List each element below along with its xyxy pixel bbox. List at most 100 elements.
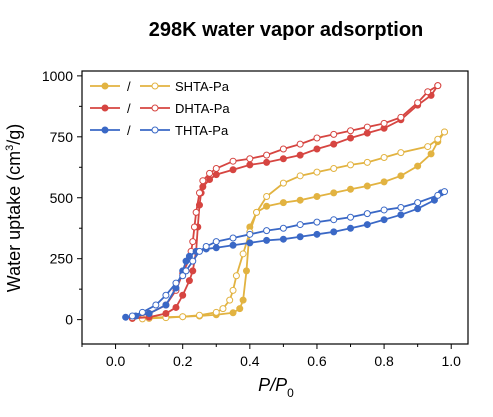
adsorption-point bbox=[296, 233, 304, 241]
adsorption-point bbox=[263, 236, 271, 244]
desorption-point bbox=[212, 308, 220, 316]
desorption-point bbox=[296, 172, 304, 180]
adsorption-point bbox=[279, 235, 287, 243]
desorption-point bbox=[206, 169, 214, 177]
desorption-point bbox=[195, 311, 203, 319]
adsorption-point bbox=[179, 291, 187, 299]
desorption-line bbox=[132, 190, 445, 317]
desorption-point bbox=[279, 224, 287, 232]
desorption-point bbox=[195, 247, 203, 255]
adsorption-line bbox=[125, 192, 442, 319]
y-tick-label: 500 bbox=[50, 190, 74, 206]
legend-item-dhta-pa: / DHTA-Pa bbox=[90, 101, 230, 116]
adsorption-point bbox=[430, 196, 438, 204]
legend-desorption-marker bbox=[151, 104, 159, 112]
series-layer bbox=[122, 82, 449, 323]
desorption-point bbox=[152, 301, 160, 309]
adsorption-point bbox=[172, 303, 180, 311]
adsorption-point bbox=[185, 252, 193, 260]
desorption-point bbox=[239, 250, 247, 258]
y-axis-label: Water uptake (cm3/g) bbox=[4, 124, 24, 293]
desorption-point bbox=[195, 189, 203, 197]
series-thta-pa bbox=[122, 188, 449, 321]
desorption-point bbox=[397, 113, 405, 121]
desorption-point bbox=[232, 272, 240, 280]
legend-adsorption-marker bbox=[101, 104, 109, 112]
adsorption-point bbox=[313, 145, 321, 153]
desorption-point bbox=[397, 149, 405, 157]
adsorption-point bbox=[206, 175, 214, 183]
adsorption-point bbox=[380, 216, 388, 224]
adsorption-point bbox=[229, 309, 237, 317]
legend-adsorption-marker bbox=[101, 126, 109, 134]
adsorption-point bbox=[397, 172, 405, 180]
legend-separator: / bbox=[127, 123, 131, 138]
adsorption-point bbox=[189, 267, 197, 275]
desorption-point bbox=[189, 257, 197, 265]
y-tick-label: 250 bbox=[50, 251, 74, 267]
desorption-point bbox=[441, 128, 449, 136]
desorption-point bbox=[296, 140, 304, 148]
chart-title: 298K water vapor adsorption bbox=[149, 19, 424, 41]
desorption-point bbox=[190, 223, 198, 231]
desorption-point bbox=[226, 296, 234, 304]
desorption-point bbox=[199, 177, 207, 185]
desorption-point bbox=[424, 88, 432, 96]
desorption-point bbox=[212, 165, 220, 172]
legend-adsorption-marker bbox=[101, 82, 109, 90]
x-axis-label-subscript: 0 bbox=[287, 386, 294, 400]
desorption-point bbox=[172, 279, 180, 287]
legend: / SHTA-Pa / DHTA-Pa / THTA-Pa bbox=[90, 79, 230, 138]
x-tick-label: 0.6 bbox=[307, 353, 327, 369]
desorption-point bbox=[192, 208, 200, 216]
adsorption-point bbox=[347, 185, 355, 193]
adsorption-point bbox=[122, 313, 130, 321]
adsorption-point bbox=[414, 205, 422, 213]
desorption-point bbox=[296, 221, 304, 229]
desorption-point bbox=[279, 179, 287, 187]
legend-desorption-marker bbox=[151, 126, 159, 134]
desorption-point bbox=[434, 135, 442, 143]
x-tick-label: 0.8 bbox=[374, 353, 394, 369]
adsorption-point bbox=[279, 155, 287, 163]
adsorption-point bbox=[330, 140, 338, 148]
desorption-point bbox=[313, 218, 321, 226]
desorption-point bbox=[212, 238, 220, 246]
adsorption-point bbox=[296, 196, 304, 204]
desorption-point bbox=[179, 272, 187, 280]
adsorption-point bbox=[236, 305, 244, 313]
adsorption-point bbox=[347, 134, 355, 142]
desorption-point bbox=[229, 157, 237, 165]
desorption-point bbox=[380, 206, 388, 214]
x-tick-label: 0.4 bbox=[240, 353, 260, 369]
adsorption-point bbox=[162, 310, 170, 318]
desorption-point bbox=[128, 312, 136, 320]
x-tick-label: 0.0 bbox=[106, 353, 126, 369]
y-axis-label-superscript: 3 bbox=[4, 145, 16, 151]
adsorption-point bbox=[263, 202, 271, 210]
desorption-point bbox=[397, 204, 405, 211]
desorption-point bbox=[138, 308, 146, 316]
adsorption-line bbox=[132, 85, 439, 320]
x-axis-label: P/P0 bbox=[258, 375, 294, 400]
desorption-point bbox=[347, 161, 355, 169]
adsorption-point bbox=[242, 267, 250, 275]
desorption-point bbox=[414, 99, 422, 107]
y-tick-label: 0 bbox=[65, 312, 73, 328]
desorption-point bbox=[263, 151, 271, 159]
desorption-point bbox=[363, 123, 371, 131]
desorption-point bbox=[313, 134, 321, 142]
desorption-point bbox=[162, 291, 170, 299]
legend-label: DHTA-Pa bbox=[175, 101, 230, 116]
adsorption-point bbox=[195, 201, 203, 209]
x-tick-label: 1.0 bbox=[441, 353, 461, 369]
adsorption-point bbox=[397, 211, 405, 219]
y-tick-label: 750 bbox=[50, 129, 74, 145]
desorption-point bbox=[246, 155, 254, 163]
desorption-point bbox=[313, 168, 321, 176]
x-tick-label: 0.2 bbox=[173, 353, 193, 369]
desorption-point bbox=[330, 130, 338, 138]
adsorption-point bbox=[279, 199, 287, 207]
